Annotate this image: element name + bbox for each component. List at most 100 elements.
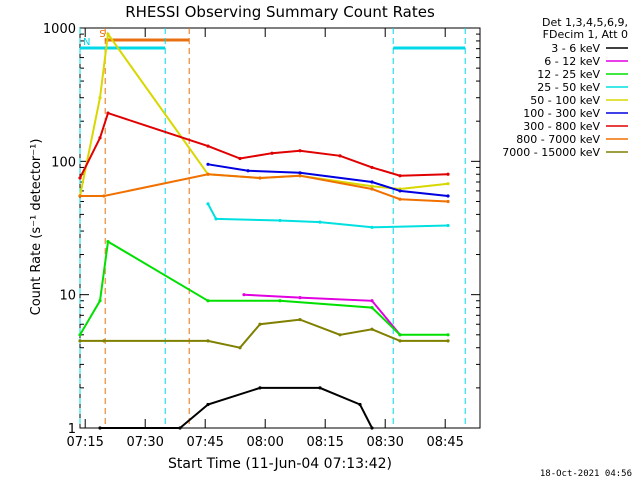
flag-label: N: [83, 37, 90, 48]
data-point: [102, 194, 106, 198]
data-point: [246, 169, 250, 173]
data-point: [78, 333, 82, 337]
x-tick-label: 07:45: [186, 435, 223, 450]
data-point: [78, 176, 82, 180]
data-point: [206, 299, 210, 303]
data-point: [98, 426, 102, 430]
data-point: [398, 174, 402, 178]
data-point: [270, 151, 274, 155]
data-point: [318, 386, 322, 390]
legend-entry-label: 100 - 300 keV: [523, 107, 600, 120]
data-point: [370, 184, 374, 188]
legend-entry-label: 300 - 800 keV: [523, 120, 600, 133]
data-point: [106, 32, 110, 36]
data-point: [398, 333, 402, 337]
data-point: [206, 144, 210, 148]
x-axis-label: Start Time (11-Jun-04 07:13:42): [168, 456, 392, 472]
data-point: [106, 240, 110, 244]
data-point: [206, 172, 210, 176]
data-point: [298, 318, 302, 322]
series-line: [80, 173, 449, 203]
data-point: [98, 299, 102, 303]
data-point: [358, 402, 362, 407]
data-point: [446, 333, 450, 337]
data-point: [298, 296, 302, 300]
data-point: [446, 182, 450, 186]
data-point: [446, 199, 450, 204]
data-point: [78, 194, 82, 198]
data-point: [106, 111, 110, 115]
x-tick-label: 08:15: [306, 435, 343, 450]
data-point: [298, 171, 302, 175]
data-point: [398, 197, 402, 201]
series-line: [243, 293, 401, 336]
series-line: [207, 203, 449, 229]
series-line: [80, 318, 448, 349]
timestamp: 18-Oct-2021 04:56: [540, 469, 632, 479]
data-point: [398, 189, 402, 193]
data-point: [370, 225, 374, 229]
legend-entry-label: 12 - 25 keV: [537, 68, 600, 81]
data-point: [258, 176, 262, 180]
chart-title: RHESSI Observing Summary Count Rates: [125, 3, 435, 21]
data-point: [298, 174, 302, 178]
data-point: [298, 149, 302, 153]
series-line: [207, 163, 449, 197]
legend-entry-label: 50 - 100 keV: [530, 94, 600, 107]
data-point: [238, 346, 242, 350]
data-point: [242, 293, 246, 297]
data-point: [98, 96, 102, 100]
data-point: [370, 180, 374, 184]
data-point: [238, 156, 242, 161]
data-point: [206, 202, 210, 206]
data-point: [446, 339, 450, 343]
data-point: [370, 299, 374, 303]
legend-entry-label: 25 - 50 keV: [537, 81, 600, 94]
data-point: [370, 165, 374, 170]
legend-entry-label: 6 - 12 keV: [544, 55, 600, 68]
legend-header-line: FDecim 1, Att 0: [543, 28, 628, 41]
data-point: [206, 339, 210, 343]
data-point: [370, 327, 374, 331]
data-point: [446, 172, 450, 176]
data-point: [398, 339, 402, 343]
y-tick-label: 1000: [43, 22, 76, 37]
x-tick-label: 08:30: [366, 435, 403, 450]
legend-header-line: Det 1,3,4,5,6,9,: [542, 16, 628, 29]
y-tick-label: 10: [59, 289, 76, 304]
x-tick-label: 07:30: [126, 435, 163, 450]
data-point: [338, 154, 342, 158]
data-point: [258, 386, 262, 390]
y-tick-label: 1: [68, 422, 76, 437]
data-point: [178, 426, 182, 430]
data-point: [206, 402, 210, 407]
legend-entry-label: 3 - 6 keV: [551, 42, 600, 55]
data-point: [78, 339, 82, 343]
data-point: [206, 162, 210, 166]
data-point: [370, 426, 374, 430]
plot-area: 1 10 100 1000 07:15 07:30 07:45 08:00 08:15 08:30…: [43, 22, 481, 450]
x-tick-label: 08:45: [426, 435, 463, 450]
data-point: [446, 223, 450, 228]
data-point: [102, 339, 106, 343]
flag-label: S: [99, 29, 105, 40]
data-point: [446, 194, 450, 198]
data-point: [318, 220, 322, 224]
data-point: [370, 305, 374, 310]
series-line: [79, 239, 448, 336]
data-point: [258, 322, 262, 326]
data-point: [278, 218, 282, 223]
data-point: [278, 299, 282, 303]
data-point: [98, 136, 102, 140]
legend-entry-label: 800 - 7000 keV: [516, 133, 600, 146]
y-tick-label: 100: [51, 155, 76, 170]
data-point: [370, 187, 374, 191]
data-point: [214, 217, 218, 221]
legend: Det 1,3,4,5,6,9,FDecim 1, Att 03 - 6 keV…: [502, 16, 628, 159]
y-axis-label: Count Rate (s⁻¹ detector⁻¹): [29, 139, 44, 316]
x-tick-label: 08:00: [246, 435, 283, 450]
data-point: [338, 333, 342, 337]
x-tick-label: 07:15: [66, 435, 103, 450]
legend-entry-label: 7000 - 15000 keV: [502, 146, 600, 159]
